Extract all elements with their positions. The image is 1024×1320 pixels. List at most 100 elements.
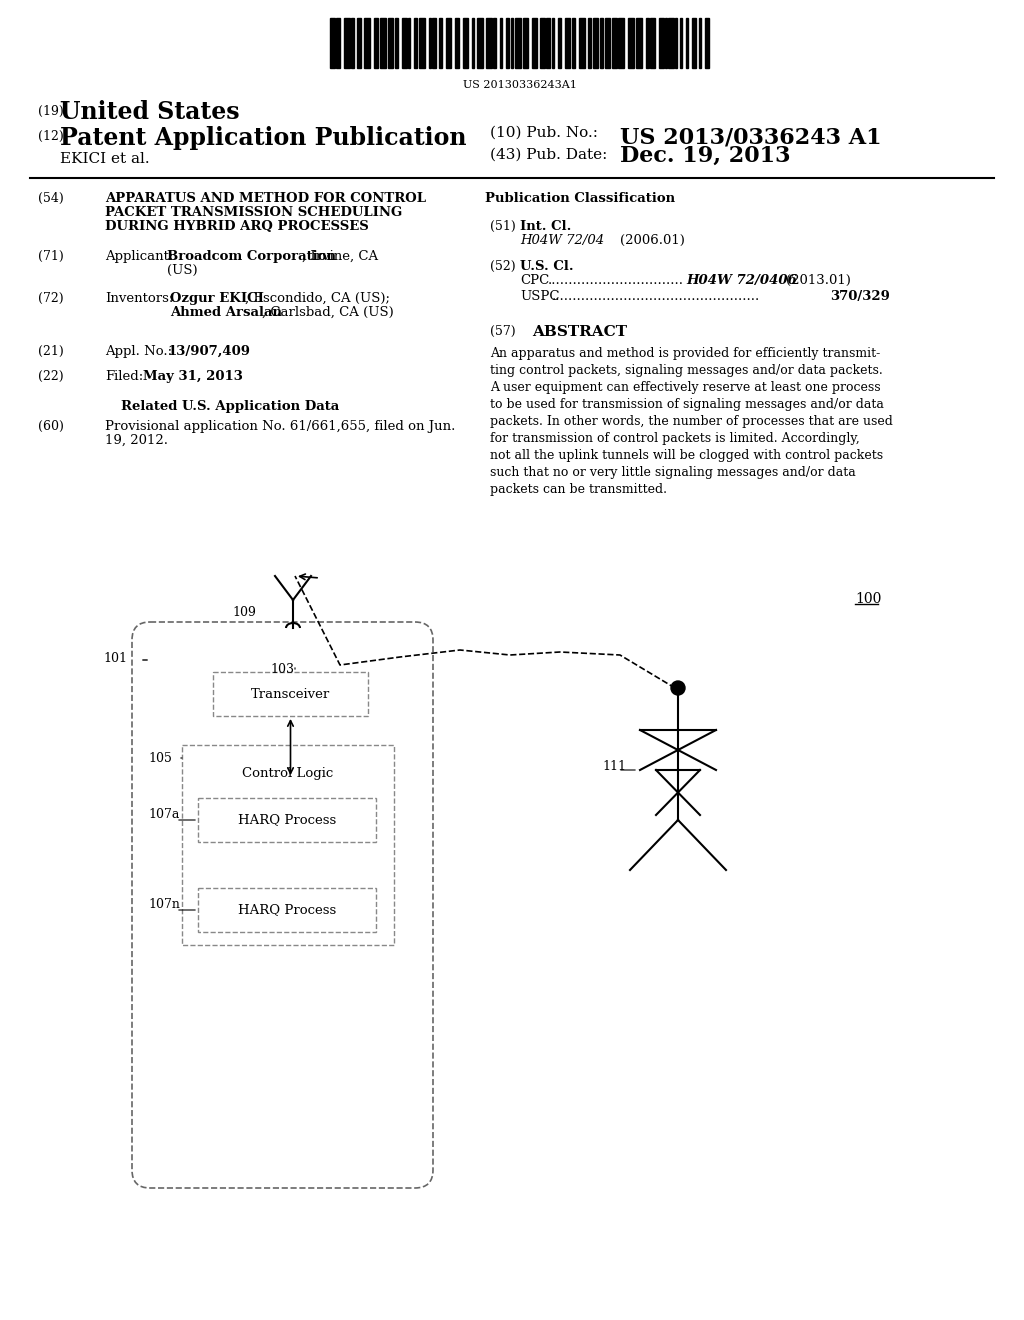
Text: Patent Application Publication: Patent Application Publication	[60, 125, 467, 150]
Bar	[705, 18, 709, 69]
Text: , Escondido, CA (US);: , Escondido, CA (US);	[245, 292, 390, 305]
Bar	[380, 18, 386, 69]
Bar	[692, 18, 696, 69]
Bar	[486, 18, 492, 69]
Bar	[455, 18, 459, 69]
Text: Ozgur EKICI: Ozgur EKICI	[170, 292, 264, 305]
Text: (52): (52)	[490, 260, 516, 273]
Text: (51): (51)	[490, 220, 516, 234]
Text: 101: 101	[103, 652, 127, 665]
Text: .................................................: ........................................…	[552, 290, 760, 304]
Bar	[439, 18, 442, 69]
Text: EKICI et al.: EKICI et al.	[60, 152, 150, 166]
Text: Ahmed Arsalan: Ahmed Arsalan	[170, 306, 282, 319]
Bar	[588, 18, 591, 69]
Text: 111: 111	[602, 760, 626, 774]
Text: (12): (12)	[38, 129, 63, 143]
Text: An apparatus and method is provided for efficiently transmit-
ting control packe: An apparatus and method is provided for …	[490, 347, 893, 496]
Text: HARQ Process: HARQ Process	[238, 903, 336, 916]
Text: US 20130336243A1: US 20130336243A1	[463, 81, 577, 90]
Bar	[668, 18, 674, 69]
Text: APPARATUS AND METHOD FOR CONTROL: APPARATUS AND METHOD FOR CONTROL	[105, 191, 426, 205]
Bar	[414, 18, 417, 69]
Text: Applicant:: Applicant:	[105, 249, 173, 263]
Bar	[612, 18, 617, 69]
Text: (60): (60)	[38, 420, 63, 433]
Text: (57): (57)	[490, 325, 516, 338]
Text: Transceiver: Transceiver	[251, 688, 330, 701]
Bar	[351, 18, 354, 69]
Bar	[532, 18, 537, 69]
Text: 370/329: 370/329	[830, 290, 890, 304]
Text: Dec. 19, 2013: Dec. 19, 2013	[620, 145, 791, 168]
Text: 107a: 107a	[148, 808, 179, 821]
Bar	[395, 18, 398, 69]
Bar	[506, 18, 509, 69]
Bar	[511, 18, 513, 69]
Text: Filed:: Filed:	[105, 370, 143, 383]
Bar	[330, 18, 335, 69]
Text: DURING HYBRID ARQ PROCESSES: DURING HYBRID ARQ PROCESSES	[105, 220, 369, 234]
Text: (US): (US)	[167, 264, 198, 277]
Bar	[357, 18, 361, 69]
Bar	[675, 18, 677, 69]
Text: Int. Cl.: Int. Cl.	[520, 220, 571, 234]
Text: H04W 72/0406: H04W 72/0406	[686, 275, 797, 286]
Bar	[572, 18, 575, 69]
Text: (71): (71)	[38, 249, 63, 263]
Circle shape	[671, 681, 685, 696]
Text: 105: 105	[148, 752, 172, 766]
Bar	[628, 18, 634, 69]
Text: US 2013/0336243 A1: US 2013/0336243 A1	[620, 125, 882, 148]
Bar	[552, 18, 554, 69]
Bar	[419, 18, 425, 69]
Text: Publication Classification: Publication Classification	[485, 191, 675, 205]
Text: 109: 109	[232, 606, 256, 619]
Text: Provisional application No. 61/661,655, filed on Jun.: Provisional application No. 61/661,655, …	[105, 420, 456, 433]
Bar	[429, 18, 431, 69]
Bar	[336, 18, 340, 69]
Text: (21): (21)	[38, 345, 63, 358]
Text: (2006.01): (2006.01)	[620, 234, 685, 247]
Text: CPC: CPC	[520, 275, 549, 286]
Bar	[523, 18, 528, 69]
Bar	[364, 18, 370, 69]
Bar	[432, 18, 436, 69]
Text: May 31, 2013: May 31, 2013	[143, 370, 243, 383]
Bar	[500, 18, 502, 69]
Text: HARQ Process: HARQ Process	[238, 813, 336, 826]
Bar	[593, 18, 598, 69]
Text: Control Logic: Control Logic	[243, 767, 334, 780]
Text: ABSTRACT: ABSTRACT	[532, 325, 628, 339]
Bar	[463, 18, 468, 69]
Bar	[579, 18, 585, 69]
Bar	[650, 18, 655, 69]
Bar	[665, 18, 667, 69]
Text: H04W 72/04: H04W 72/04	[520, 234, 604, 247]
Text: PACKET TRANSMISSION SCHEDULING: PACKET TRANSMISSION SCHEDULING	[105, 206, 402, 219]
Bar	[699, 18, 701, 69]
Bar	[374, 18, 378, 69]
Text: (19): (19)	[38, 106, 63, 117]
Bar	[680, 18, 682, 69]
Text: 107n: 107n	[148, 898, 180, 911]
Text: 19, 2012.: 19, 2012.	[105, 434, 168, 447]
Text: 103: 103	[270, 663, 294, 676]
Text: Inventors:: Inventors:	[105, 292, 173, 305]
Text: Appl. No.:: Appl. No.:	[105, 345, 172, 358]
Text: United States: United States	[60, 100, 240, 124]
Text: 100: 100	[855, 591, 882, 606]
Bar	[540, 18, 545, 69]
Text: U.S. Cl.: U.S. Cl.	[520, 260, 573, 273]
Text: (2013.01): (2013.01)	[786, 275, 851, 286]
Bar	[636, 18, 642, 69]
Bar	[600, 18, 603, 69]
Bar	[515, 18, 521, 69]
Text: Broadcom Corporation: Broadcom Corporation	[167, 249, 336, 263]
Bar	[646, 18, 649, 69]
Bar	[565, 18, 570, 69]
Text: USPC: USPC	[520, 290, 559, 304]
Text: , Carlsbad, CA (US): , Carlsbad, CA (US)	[262, 306, 394, 319]
Text: (10) Pub. No.:: (10) Pub. No.:	[490, 125, 598, 140]
Bar	[659, 18, 664, 69]
